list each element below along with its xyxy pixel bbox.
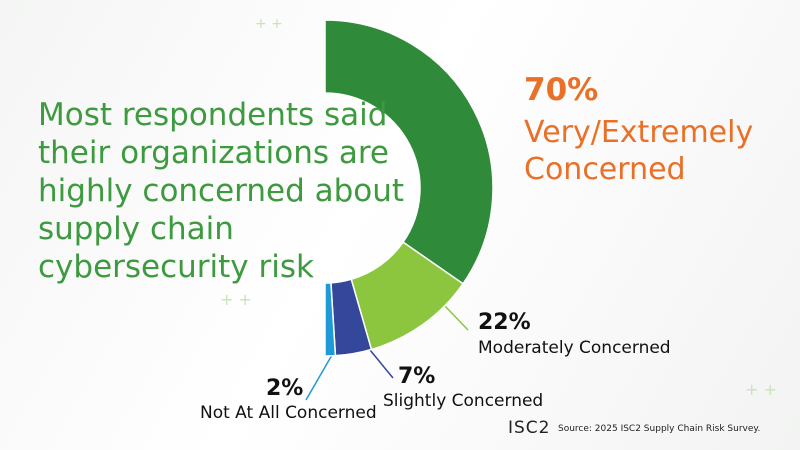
leader-line <box>305 354 333 401</box>
decoration: + + + + + + <box>220 16 777 399</box>
donut-segment <box>324 19 494 285</box>
category-label: Moderately Concerned <box>478 338 671 358</box>
plus-icons: + + <box>255 16 283 32</box>
value-label: 7% <box>398 364 436 389</box>
leader-line <box>369 349 394 379</box>
plus-icons: + + <box>745 380 777 399</box>
logo: ISC2 <box>508 418 551 438</box>
category-label: Slightly Concerned <box>383 391 544 411</box>
plus-icons: + + <box>220 290 252 309</box>
value-label: 22% <box>478 310 531 335</box>
category-label: Not At All Concerned <box>200 403 377 423</box>
value-label: 70% <box>524 72 599 108</box>
donut-segment <box>324 282 337 357</box>
value-label: 2% <box>266 376 304 401</box>
headline: Most respondents said their organization… <box>38 97 405 285</box>
source-note: Source: 2025 ISC2 Supply Chain Risk Surv… <box>558 424 761 434</box>
category-label: Very/Extremely Concerned <box>524 115 754 187</box>
leader-line <box>443 304 469 331</box>
